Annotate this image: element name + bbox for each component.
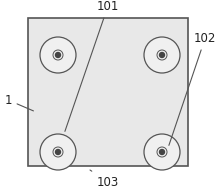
Text: 102: 102	[169, 32, 216, 145]
Circle shape	[55, 149, 60, 154]
Circle shape	[55, 53, 60, 57]
Circle shape	[53, 50, 63, 60]
Bar	[28, 18, 188, 166]
Circle shape	[53, 147, 63, 157]
Text: 103: 103	[90, 170, 119, 188]
Text: 101: 101	[65, 0, 119, 131]
Circle shape	[144, 37, 180, 73]
Circle shape	[40, 134, 76, 170]
Circle shape	[40, 37, 76, 73]
Circle shape	[157, 50, 167, 60]
Circle shape	[160, 53, 165, 57]
Text: 1: 1	[4, 94, 33, 111]
Circle shape	[160, 149, 165, 154]
Circle shape	[157, 147, 167, 157]
Circle shape	[144, 134, 180, 170]
